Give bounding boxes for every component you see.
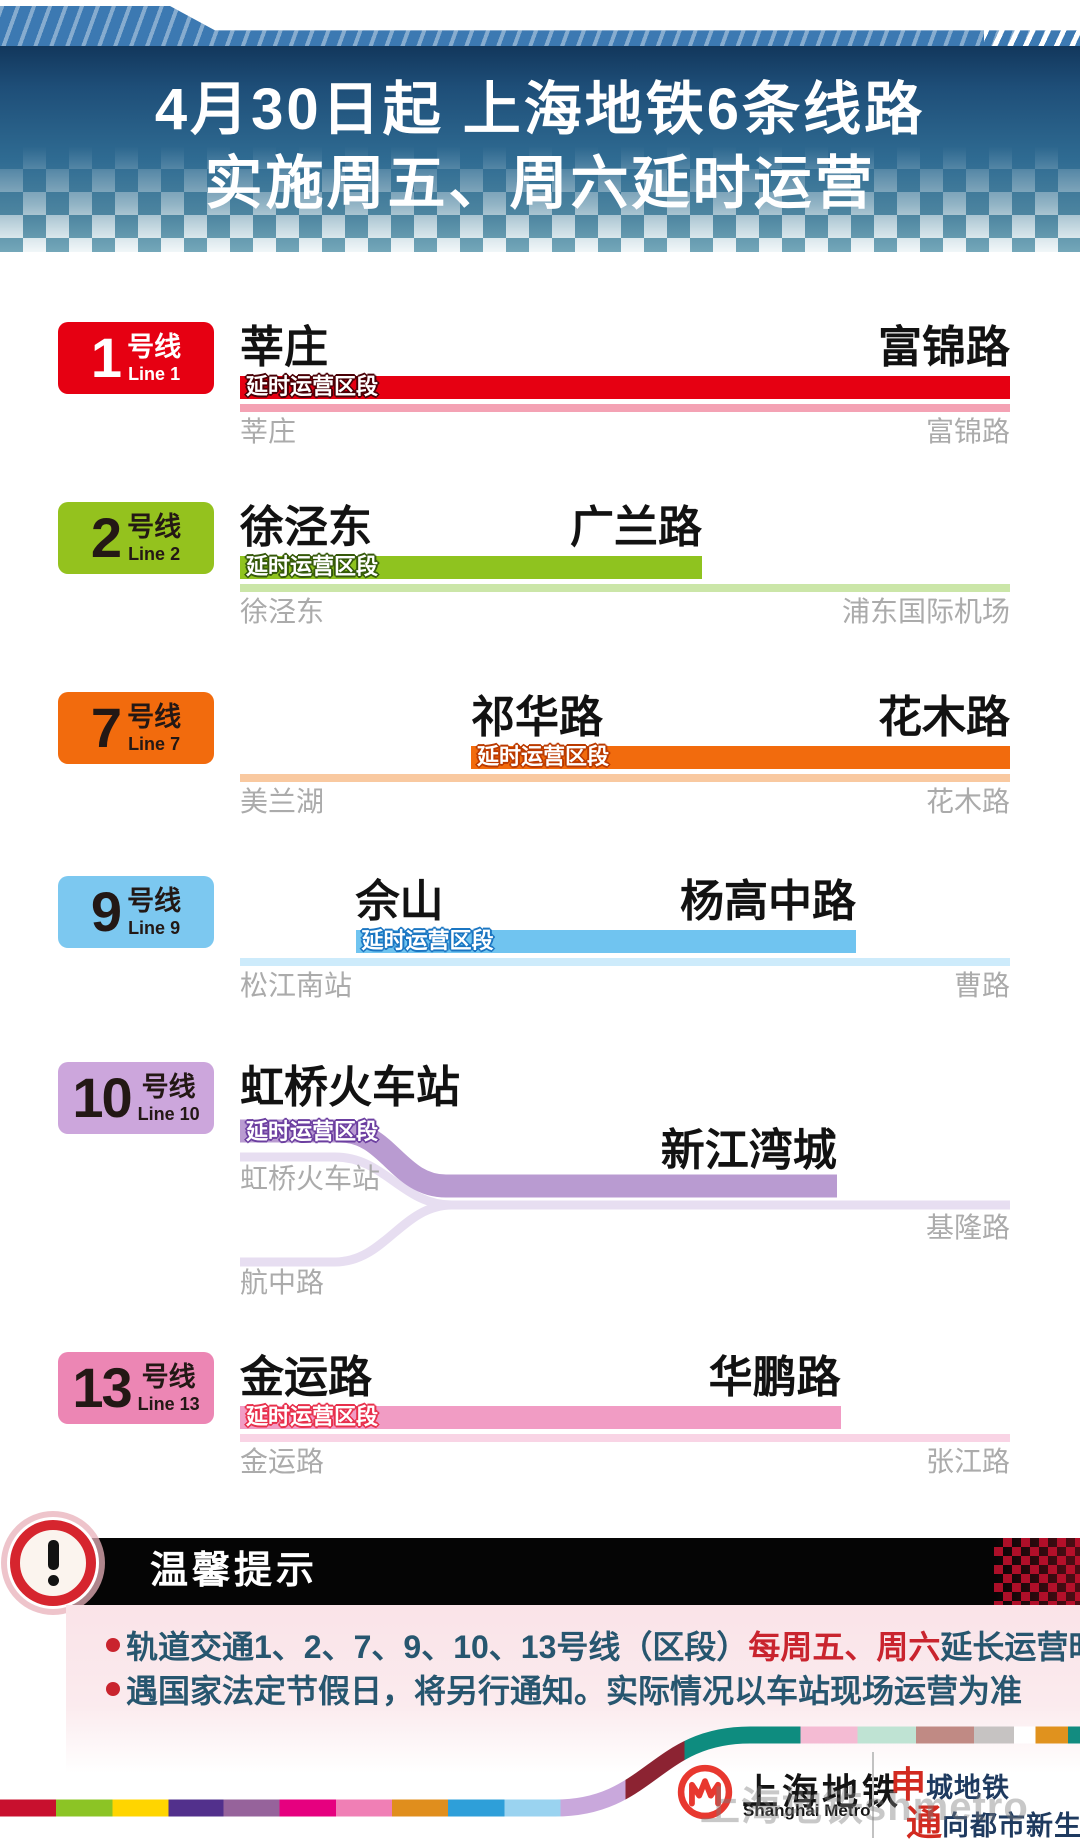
logo-text-en: Shanghai Metro — [743, 1801, 871, 1820]
page-title-line1: 4月30日起 上海地铁6条线路 — [154, 77, 926, 142]
bullet-dot — [106, 1638, 120, 1652]
extended-section-label: 延时运营区段 — [477, 744, 610, 769]
terminus-left: 美兰湖 — [240, 786, 325, 817]
line-10-branch-diagram — [240, 1119, 1010, 1267]
station-bold: 祁华路 — [471, 693, 603, 742]
line-row-1: 1 号线 Line 1 莘庄 富锦路 延时运营区段 莘庄 富锦路 — [0, 322, 1080, 452]
station-bold: 花木路 — [878, 693, 1010, 742]
bullet-dot — [106, 1682, 120, 1696]
station-bold: 佘山 — [355, 877, 444, 926]
extended-section-label: 延时运营区段 — [361, 928, 494, 953]
line-row-13: 13 号线 Line 13 金运路 华鹏路 延时运营区段 金运路 张江路 — [0, 1352, 1080, 1482]
shanghai-metro-logo — [677, 1764, 733, 1820]
line-row-7: 7 号线 Line 7 祁华路 花木路 延时运营区段 美兰湖 花木路 — [0, 692, 1080, 822]
extended-section-label: 延时运营区段 — [246, 374, 379, 399]
slogan-line-2: 通向都市新生活 — [906, 1802, 1080, 1843]
terminus-right: 基隆路 — [925, 1212, 1010, 1243]
terminus-right: 浦东国际机场 — [841, 596, 1010, 627]
terminus-right: 花木路 — [925, 786, 1010, 817]
full-line-bar — [240, 774, 1010, 782]
line-2-badge: 2 号线 Line 2 — [58, 502, 214, 574]
line-10-badge: 10 号线 Line 10 — [58, 1062, 214, 1134]
full-line-bar — [240, 584, 1010, 592]
station-bold: 富锦路 — [878, 323, 1010, 372]
full-line-bar — [240, 958, 1010, 966]
header-checker-fade — [0, 146, 1080, 252]
station-bold: 虹桥火车站 — [240, 1063, 460, 1112]
line-7-badge: 7 号线 Line 7 — [58, 692, 214, 764]
terminus-right: 曹路 — [953, 970, 1010, 1001]
header-stripe-band — [0, 6, 1080, 48]
station-bold: 莘庄 — [240, 323, 328, 372]
footer-divider — [872, 1752, 874, 1838]
notice-section: 温馨提示 轨道交通1、2、7、9、10、13号线（区段）每周五、周六延长运营时间… — [0, 1520, 1080, 1775]
terminus-right: 富锦路 — [925, 416, 1010, 447]
notice-title-bar: 温馨提示 — [66, 1538, 1080, 1605]
station-bold: 新江湾城 — [660, 1126, 837, 1175]
footer — [0, 1700, 1080, 1840]
notice-title: 温馨提示 — [150, 1550, 319, 1592]
station-bold: 广兰路 — [570, 503, 702, 552]
line-row-10: 10 号线 Line 10 虹桥火车站 延时运营区段 新江湾城 虹桥火车站 基隆路… — [0, 1062, 1080, 1317]
line-9-badge: 9 号线 Line 9 — [58, 876, 214, 948]
extended-section-bar: 延时运营区段 — [240, 374, 1010, 399]
line-row-2: 2 号线 Line 2 徐泾东 广兰路 延时运营区段 徐泾东 浦东国际机场 — [0, 502, 1080, 632]
header-corner-stripes — [984, 30, 1080, 48]
slogan-line-1: 申城地铁 — [890, 1764, 1011, 1805]
terminus-branch: 航中路 — [240, 1267, 325, 1298]
terminus-left: 莘庄 — [240, 416, 297, 447]
line-13-badge: 13 号线 Line 13 — [58, 1352, 214, 1424]
terminus-left: 金运路 — [240, 1446, 325, 1477]
watermark-text: 上海地铁shmetro — [700, 1785, 1029, 1829]
line-row-9: 9 号线 Line 9 佘山 杨高中路 延时运营区段 松江南站 曹路 — [0, 876, 1080, 1006]
station-bold: 金运路 — [240, 1353, 372, 1402]
station-bold: 杨高中路 — [680, 877, 856, 926]
page-title-line2: 实施周五、周六延时运营 — [204, 151, 876, 216]
terminus-left: 松江南站 — [240, 970, 353, 1001]
terminus-left: 徐泾东 — [240, 596, 325, 627]
exclamation-icon — [10, 1520, 96, 1606]
terminus-left: 虹桥火车站 — [240, 1163, 381, 1194]
extended-section-bar: 延时运营区段 — [240, 1404, 841, 1429]
notice-bar-checker-decoration — [994, 1538, 1080, 1605]
highlight-days: 每周五、周六 — [748, 1629, 941, 1665]
extended-section-bar: 延时运营区段 — [355, 928, 856, 953]
notice-bullet-1: 轨道交通1、2、7、9、10、13号线（区段）每周五、周六延长运营时间。 — [106, 1627, 1080, 1667]
station-bold: 徐泾东 — [240, 503, 372, 552]
extended-section-label: 延时运营区段 — [246, 1404, 379, 1429]
extended-section-bar: 延时运营区段 — [471, 744, 1010, 769]
notice-panel: 轨道交通1、2、7、9、10、13号线（区段）每周五、周六延长运营时间。 遇国家… — [66, 1605, 1080, 1773]
extended-section-bar: 延时运营区段 — [240, 554, 702, 579]
header-gradient — [0, 46, 1080, 252]
full-line-bar — [240, 404, 1010, 412]
line-1-badge: 1 号线 Line 1 — [58, 322, 214, 394]
terminus-right: 张江路 — [925, 1446, 1010, 1477]
station-bold: 华鹏路 — [708, 1353, 841, 1402]
notice-bullet-2: 遇国家法定节假日，将另行通知。实际情况以车站现场运营为准 — [106, 1671, 1070, 1711]
header: 4月30日起 上海地铁6条线路 实施周五、周六延时运营 — [0, 0, 1080, 252]
extended-section-label: 延时运营区段 — [246, 1119, 379, 1144]
metro-lines-ribbon — [0, 1726, 1080, 1817]
extended-section-label: 延时运营区段 — [246, 554, 379, 579]
full-line-bar — [240, 1434, 1010, 1442]
